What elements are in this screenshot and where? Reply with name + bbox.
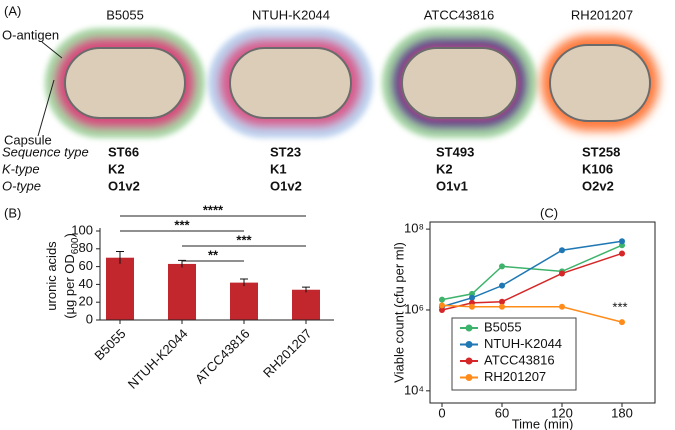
point <box>499 263 505 270</box>
y-axis-label-line: uronic acids <box>44 241 59 311</box>
significance-label: *** <box>236 232 252 247</box>
y-axis-label-line: (µg per OD <box>62 254 77 319</box>
legend-swatch-dot <box>465 324 473 332</box>
legend-swatch-dot <box>465 357 473 365</box>
row-value: ST258 <box>582 144 620 159</box>
error-bar <box>302 286 310 293</box>
significance-label: *** <box>612 300 627 315</box>
significance-label: *** <box>174 217 190 232</box>
point <box>619 250 625 257</box>
part-label: O-antigen <box>2 27 59 42</box>
legend-label: NTUH-K2044 <box>484 336 562 351</box>
point <box>469 294 475 301</box>
bar <box>230 282 258 320</box>
y-axis-label-sub: 600 <box>70 237 81 254</box>
x-tick-label: 120 <box>551 405 573 420</box>
y-tick-label: 10⁶ <box>404 301 424 316</box>
error-bar <box>178 259 186 268</box>
panel-label: (C) <box>540 205 558 220</box>
legend-swatch-dot <box>465 374 473 381</box>
x-tick-label: RH201207 <box>260 326 315 381</box>
significance-label: **** <box>203 202 224 217</box>
cell <box>45 28 205 138</box>
x-axis-label: Time (min) <box>512 416 574 430</box>
panel-label: (A) <box>4 3 21 18</box>
strain-name: NTUH-K2044 <box>252 7 330 22</box>
y-tick-label: 60 <box>79 258 93 273</box>
x-tick-label: ATCC43816 <box>192 326 253 387</box>
strain-name: ATCC43816 <box>424 7 495 22</box>
series-line <box>441 252 623 311</box>
pointer <box>37 79 55 137</box>
y-tick-label: 40 <box>79 276 93 291</box>
plot-frame <box>429 221 656 404</box>
y-tick-label: 0 <box>86 311 93 326</box>
panel-label: (B) <box>4 205 21 220</box>
strain-name: B5055 <box>106 7 144 22</box>
row-label: O-type <box>2 178 41 193</box>
bar <box>292 289 320 320</box>
point <box>619 238 625 245</box>
y-tick-label: 10⁸ <box>404 221 424 236</box>
point <box>499 303 505 310</box>
x-tick-label: 0 <box>438 405 445 420</box>
point <box>559 270 565 277</box>
row-label: K-type <box>2 161 40 176</box>
row-value: K106 <box>582 161 613 176</box>
row-value: K2 <box>436 161 453 176</box>
row-value: ST493 <box>436 144 474 159</box>
bar <box>168 263 196 320</box>
row-value: O1v2 <box>108 178 140 193</box>
error-bar <box>240 278 248 287</box>
cell <box>541 35 659 131</box>
point <box>499 298 505 305</box>
legend-swatch-dot <box>465 341 473 348</box>
point <box>439 302 445 309</box>
series-line <box>441 244 623 301</box>
series-line <box>441 240 623 308</box>
row-value: O1v2 <box>270 178 302 193</box>
error-bar <box>116 250 124 264</box>
part-label: Capsule <box>4 132 52 147</box>
point <box>559 303 565 310</box>
point <box>619 319 625 326</box>
pointer <box>41 41 63 59</box>
row-value: O2v2 <box>582 178 614 193</box>
y-tick-label: 20 <box>79 294 93 309</box>
y-tick-label: 80 <box>79 240 93 255</box>
row-value: ST23 <box>270 144 301 159</box>
row-value: K1 <box>270 161 287 176</box>
x-tick-label: 60 <box>495 405 509 420</box>
y-tick-label: 10⁴ <box>404 382 424 397</box>
row-value: O1v1 <box>436 178 468 193</box>
row-value: K2 <box>108 161 125 176</box>
legend-label: ATCC43816 <box>484 352 555 367</box>
legend-label: B5055 <box>484 319 522 334</box>
y-axis-label: Viable count (cfu per ml) <box>391 242 406 383</box>
cell <box>208 28 373 138</box>
bar <box>106 257 134 320</box>
y-axis-label: uronic acids (µg per OD600) <box>44 233 80 319</box>
y-tick-label: 100 <box>71 222 93 237</box>
point <box>469 303 475 310</box>
point <box>439 306 445 313</box>
point <box>439 296 445 303</box>
x-tick-label: 180 <box>611 405 633 420</box>
legend-label: RH201207 <box>484 369 546 384</box>
y-axis-label-end: ) <box>62 233 77 237</box>
x-tick-label: NTUH-K2044 <box>125 326 191 392</box>
strain-name: RH201207 <box>571 7 633 22</box>
point <box>559 247 565 254</box>
cell <box>382 28 537 138</box>
row-value: ST66 <box>108 144 139 159</box>
point <box>499 282 505 289</box>
row-label: Sequence type <box>2 144 89 159</box>
significance-label: ** <box>208 247 219 262</box>
x-tick-label: B5055 <box>91 326 128 363</box>
